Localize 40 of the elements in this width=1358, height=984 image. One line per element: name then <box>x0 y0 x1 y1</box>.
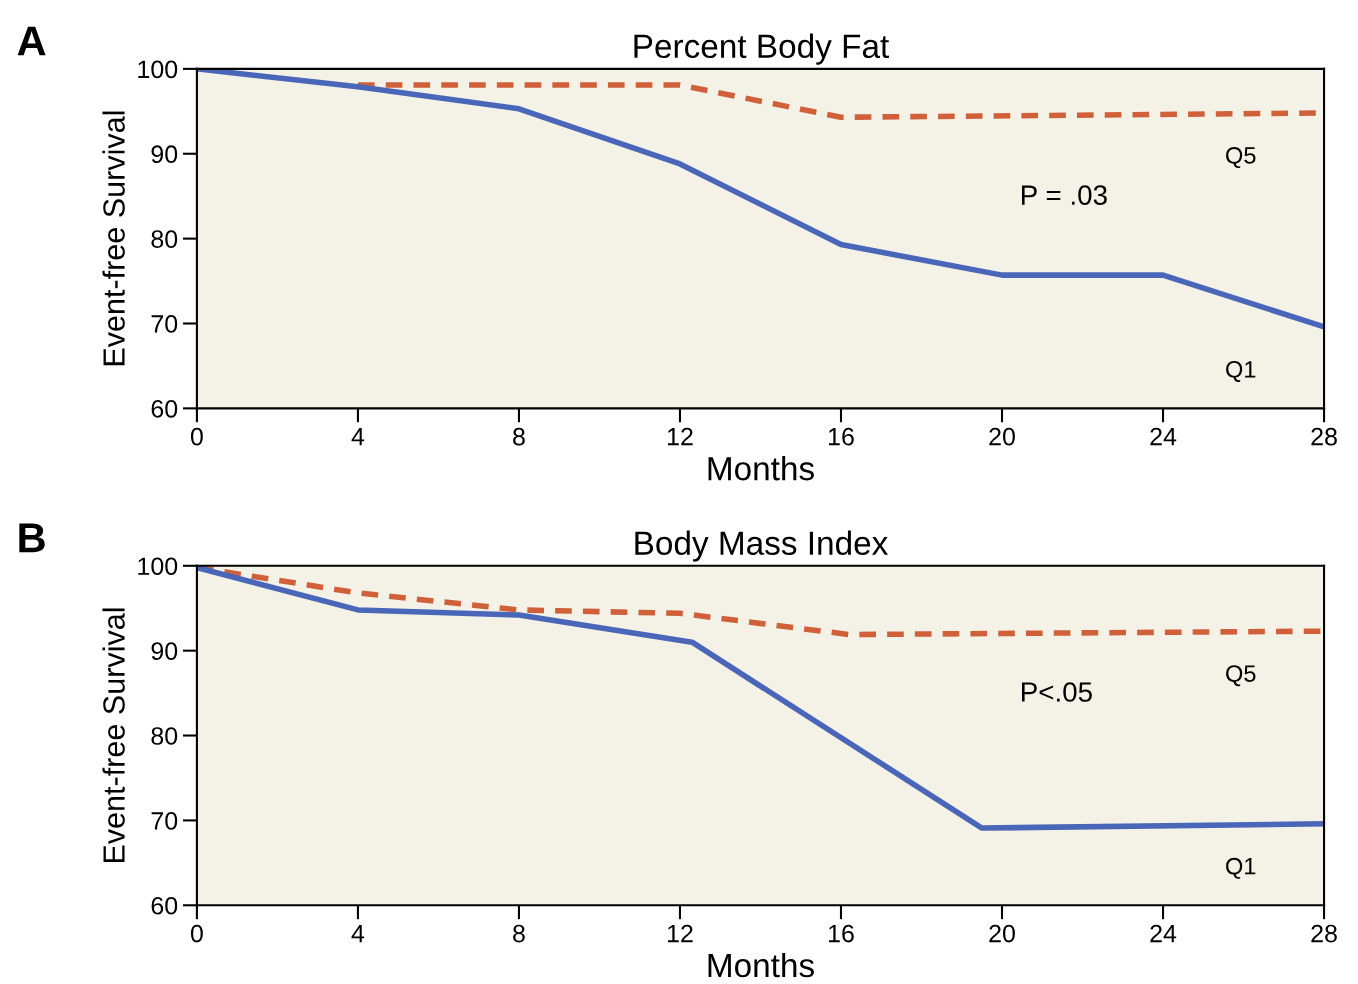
y-tick-label: 100 <box>138 60 178 79</box>
y-tick-label: 80 <box>151 230 178 248</box>
x-tick-label: 28 <box>1311 924 1337 943</box>
x-tick-label: 24 <box>1150 924 1177 943</box>
y-axis-title: Event-free Survival <box>102 111 125 366</box>
text: Q1 <box>1226 360 1256 382</box>
y-axis-title: Event-free Survival <box>102 608 125 863</box>
x-tick-label: 8 <box>513 427 525 446</box>
x-axis-title: Months <box>708 455 814 481</box>
chart-title: Percent Body Fat <box>634 33 890 65</box>
x-tick-label: 4 <box>351 924 365 943</box>
x-tick-label: 0 <box>190 427 203 446</box>
y-tick-label: 90 <box>151 145 178 164</box>
x-tick-label: 20 <box>989 924 1015 943</box>
series-label: Q1 <box>1226 857 1256 879</box>
y-tick-label: 80 <box>151 727 178 745</box>
x-tick-label: 12 <box>667 924 693 943</box>
x-tick-label: 12 <box>667 427 693 446</box>
x-tick-label: 4 <box>351 428 365 446</box>
x-tick-label: 28 <box>1311 427 1337 446</box>
x-tick-label: 8 <box>513 924 525 943</box>
series-label: Q5 <box>1226 665 1256 687</box>
series-label: Q5 <box>1226 147 1256 169</box>
y-tick-label: 60 <box>151 896 178 915</box>
y-tick-label: 90 <box>151 642 178 660</box>
x-axis-title: Months <box>708 952 814 978</box>
y-tick-label: 60 <box>151 399 178 418</box>
chart-title: Body Mass Index <box>635 530 888 562</box>
x-tick-label: 24 <box>1150 427 1177 446</box>
x-tick-label: 0 <box>190 924 203 943</box>
x-tick-label: 16 <box>828 924 854 943</box>
annotation: P = .03 <box>1022 185 1107 205</box>
annotation: P<.05 <box>1022 682 1092 702</box>
y-tick-label: 70 <box>151 812 178 830</box>
y-tick-label: 70 <box>151 315 178 333</box>
text: A <box>17 26 46 56</box>
y-tick-label: 100 <box>138 557 178 576</box>
x-tick-label: 16 <box>828 427 854 446</box>
text: B <box>19 523 45 553</box>
x-tick-label: 20 <box>989 427 1015 446</box>
